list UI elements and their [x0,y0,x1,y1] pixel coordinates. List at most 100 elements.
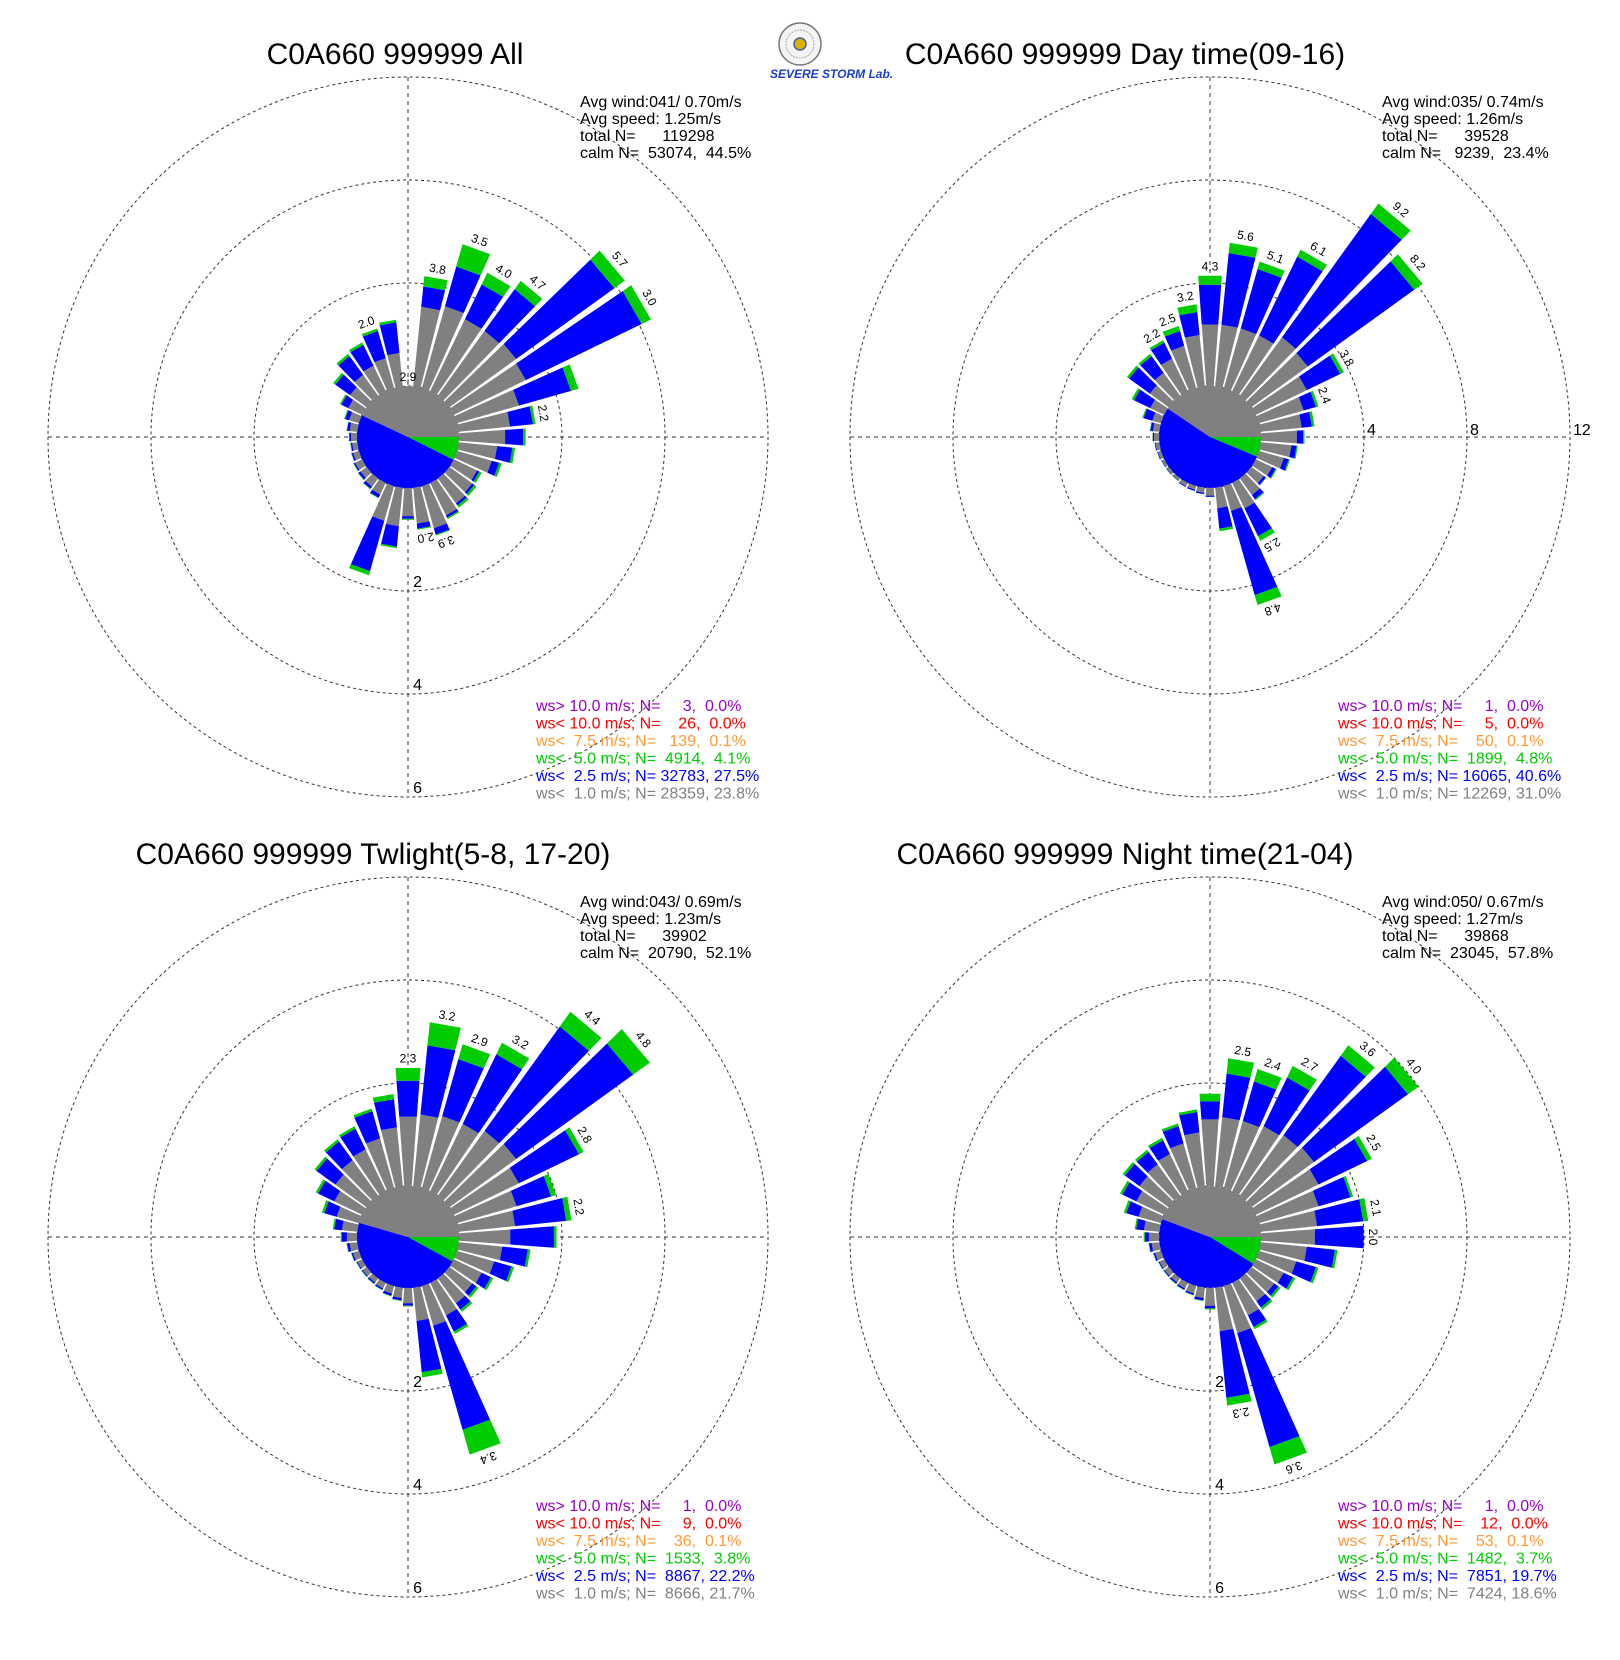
stats-line: Avg speed: 1.25m/s [580,111,721,128]
bar-segment-green [1270,1286,1281,1298]
bar-segment-blue [379,322,400,356]
bar-segment-green [1219,526,1234,532]
bar-segment-gray [341,1220,359,1232]
bar-segment-gray [1252,459,1273,476]
bar-segment-blue [1143,408,1156,421]
bar-segment-green [380,543,397,549]
calm-pie-slice-blue [1159,408,1258,488]
bar-segment-blue [433,523,450,535]
calm-pie-slice-green [408,1237,459,1262]
bar-segment-gray [1154,432,1160,442]
bar-segment-green [324,1139,339,1153]
calm-pie-slice-green [408,437,460,460]
bar-segment-green [462,1419,501,1455]
bar-segment-blue [1122,1182,1143,1202]
wind-rose-panel-3: C0A660 999999 Twlight(5-8, 17-20) 2.3 3.2 2… [47,838,769,1603]
bar-segment-green [1226,1058,1255,1078]
bar-segment-blue [464,483,475,495]
bar-segment-gray [1139,1176,1174,1208]
bar-segment-green [1169,1278,1177,1285]
bar-segment-gray [421,1116,460,1191]
bar-segment-blue [347,1242,352,1252]
bar-segment-green [1185,1292,1194,1296]
stats-line: Avg wind:050/ 0.67m/s [1382,894,1544,911]
bar-value-label: 3.2 [1176,288,1195,305]
bar-segment-gray [360,466,372,478]
bar-segment-blue [445,1309,468,1332]
bar-segment-gray [1223,483,1242,511]
bar-segment-green [1390,254,1423,290]
bar-segment-green [361,1270,367,1278]
bar-segment-gray [450,1167,519,1215]
legend-entry: ws< 7.5 m/s; N= 53, 0.1% [1337,1533,1543,1550]
bar-segment-green [402,1305,414,1307]
bar-value-label: 3.9 [436,532,457,551]
bar-segment-gray [1256,1250,1297,1274]
bar-segment-gray [1232,1279,1259,1316]
bar-segment-gray [1177,1279,1188,1289]
bar-segment-gray [1155,442,1161,451]
bar-segment-gray [354,374,379,401]
bar-segment-gray [1215,1117,1240,1188]
bar-segment-green [565,1127,584,1155]
bar-segment-blue [1200,1101,1220,1120]
bar-segment-gray [458,1229,511,1245]
legend-entry: ws< 1.0 m/s; N= 8666, 21.7% [535,1586,755,1603]
stats-line: Avg wind:035/ 0.74m/s [1382,94,1544,111]
bar-segment-blue [1309,1138,1368,1185]
bar-segment-blue [433,1321,491,1430]
bar-segment-green [353,1108,373,1118]
bar-segment-blue [347,422,352,432]
bar-segment-gray [454,450,492,473]
bar-segment-blue [1198,284,1222,325]
bar-segment-green [1310,390,1319,407]
ring-tick-label: 2 [1215,1374,1224,1391]
bar-value-label: 2.4 [1263,1055,1284,1074]
bar-segment-blue [1136,1218,1146,1231]
bar-segment-blue [1282,213,1402,349]
bar-segment-gray [1246,1147,1314,1208]
bar-segment-gray [421,483,447,529]
bar-segment-blue [499,1246,528,1267]
bar-segment-green [1254,1069,1282,1090]
calm-pie-slice-gray [361,386,459,437]
bar-segment-gray [1147,1164,1181,1201]
calm-pie-slice-blue [1159,1219,1254,1288]
wind-rose-panel-1: C0A660 999999 All3.83.54.04.75.73.02.23.… [47,38,769,803]
bar-segment-blue [1314,1199,1364,1227]
bar-segment-blue [362,330,386,363]
bar-segment-blue [341,395,353,409]
bar-segment-gray [1148,1232,1160,1242]
bar-segment-green [1286,1277,1296,1291]
bar-segment-green [338,1126,356,1138]
bar-segment-gray [457,1210,516,1232]
bar-segment-gray [336,1206,362,1224]
bar-segment-blue [1304,1246,1335,1268]
bar-segment-blue [353,462,360,471]
bar-segment-blue [1259,256,1323,344]
bar-segment-gray [437,330,500,401]
bar-segment-gray [457,1242,503,1261]
bar-segment-blue [489,1261,512,1282]
bar-segment-gray [1239,1135,1298,1201]
bar-segment-green [484,1277,494,1291]
bar-segment-green [333,372,344,385]
bar-segment-gray [437,1273,466,1304]
bar-segment-blue [1244,502,1272,537]
bar-segment-gray [1232,479,1255,509]
bar-segment-green [460,1301,473,1312]
stats-line: total N= 39868 [1382,928,1509,945]
bar-segment-blue [1163,1269,1170,1277]
bar-segment-gray [1171,345,1197,391]
bar-segment-blue [1219,1328,1250,1398]
legend-entry: ws< 10.0 m/s; N= 5, 0.0% [1337,716,1543,733]
bar-segment-green [1142,408,1147,419]
bar-segment-gray [1149,385,1174,408]
bar-segment-blue [1280,457,1289,471]
bar-segment-gray [1259,442,1292,458]
bar-segment-green [361,328,378,337]
bar-segment-blue [325,1141,353,1170]
bar-segment-blue [510,1176,552,1207]
calm-pie-slice-green [1210,437,1261,457]
bar-segment-green [481,272,511,297]
